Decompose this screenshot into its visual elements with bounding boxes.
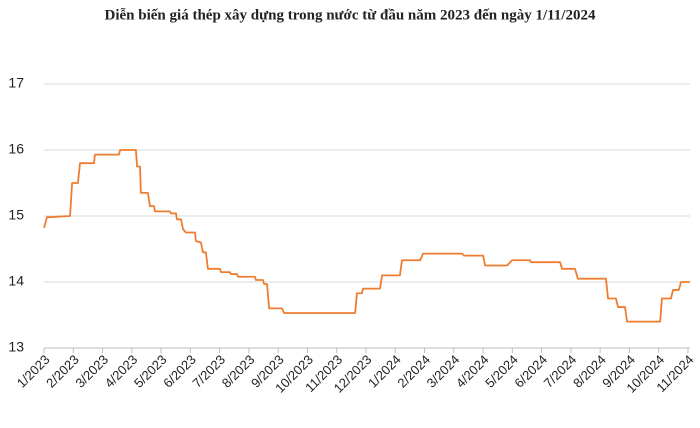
y-tick-label: 17 [8, 75, 24, 91]
price-line [43, 149, 690, 323]
y-tick-label: 13 [8, 339, 24, 355]
y-tick-label: 15 [8, 207, 24, 223]
y-tick-label: 16 [8, 141, 24, 157]
y-tick-label: 14 [8, 273, 24, 289]
chart-title: Diễn biến giá thép xây dựng trong nước t… [105, 7, 596, 23]
